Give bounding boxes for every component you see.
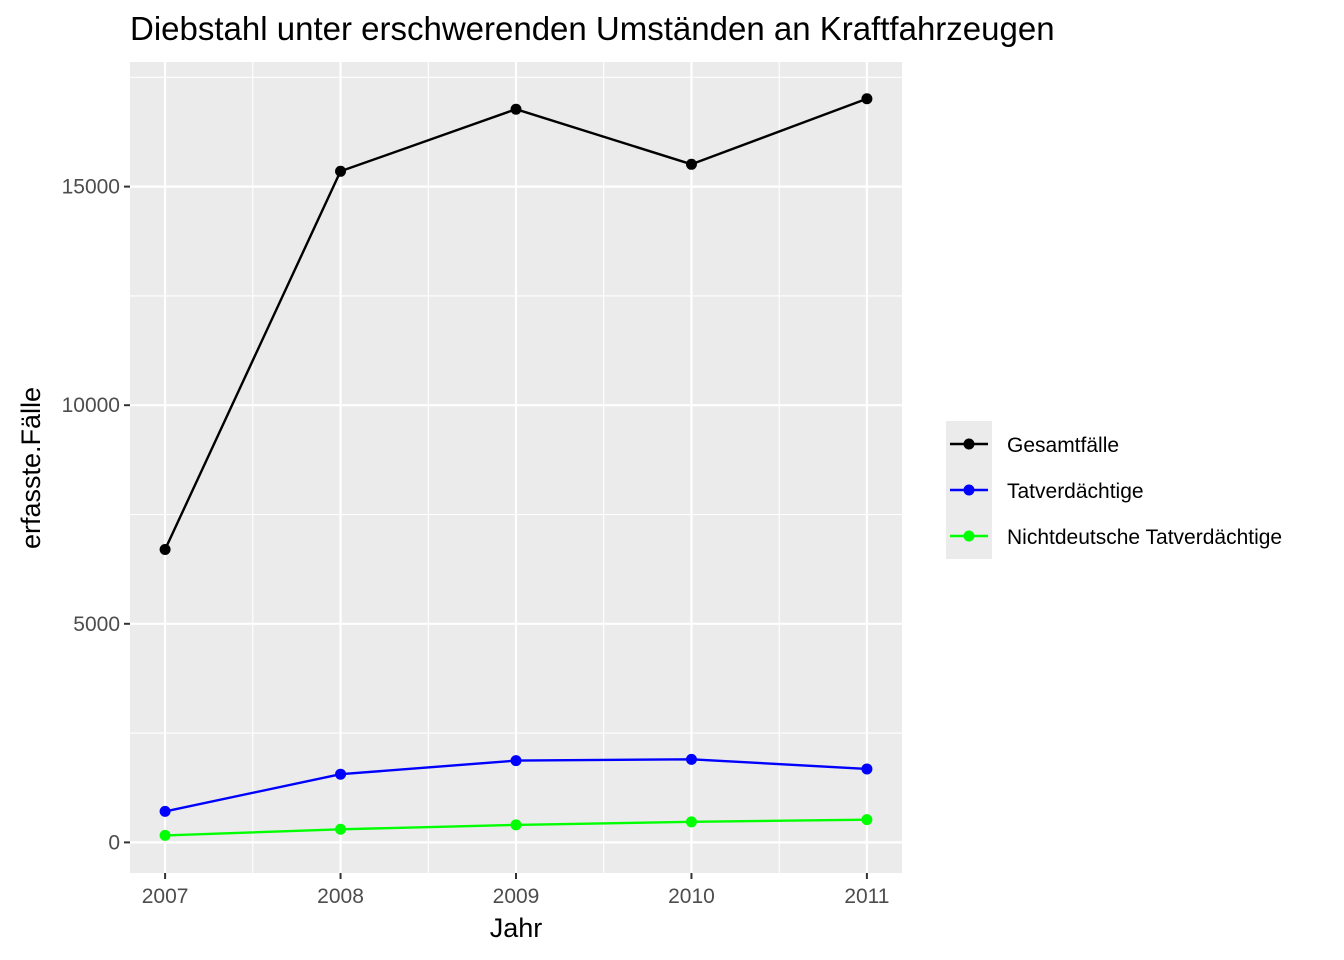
data-point (861, 763, 873, 775)
major-gridlines (130, 62, 902, 873)
x-tick-label: 2007 (142, 885, 189, 908)
x-axis: 2007 2008 2009 2010 2011 (142, 873, 889, 908)
x-tick-label: 2010 (668, 885, 715, 908)
x-tick-label: 2008 (317, 885, 364, 908)
y-tick-label: 5000 (73, 613, 120, 636)
data-point (510, 103, 522, 115)
data-point (335, 165, 347, 177)
data-point (335, 768, 347, 780)
legend-key-point (963, 484, 975, 496)
legend-label: Tatverdächtige (1007, 480, 1144, 503)
legend-key-point (963, 530, 975, 542)
data-point (510, 819, 522, 831)
y-tick-label: 10000 (62, 394, 120, 417)
legend-label: Gesamtfälle (1007, 434, 1119, 457)
chart-title: Diebstahl unter erschwerenden Umständen … (130, 10, 1055, 47)
data-point (685, 753, 697, 765)
y-axis-title: erfasste.Fälle (16, 387, 46, 549)
y-tick-label: 15000 (62, 176, 120, 199)
data-point (685, 158, 697, 170)
data-point (159, 543, 171, 555)
data-point (861, 814, 873, 826)
data-point (159, 829, 171, 841)
series-layer (159, 93, 873, 841)
legend-key-point (963, 438, 975, 450)
y-tick-label: 0 (108, 831, 120, 854)
data-point (159, 805, 171, 817)
data-point (335, 823, 347, 835)
x-tick-label: 2009 (493, 885, 540, 908)
legend: Gesamtfälle Tatverdächtige Nichtdeutsche T… (946, 421, 1282, 559)
data-point (861, 93, 873, 105)
data-point (685, 816, 697, 828)
data-point (510, 755, 522, 767)
x-tick-label: 2011 (844, 885, 889, 908)
x-axis-title: Jahr (490, 913, 543, 943)
y-axis: 0 5000 10000 15000 (62, 176, 130, 854)
legend-label: Nichtdeutsche Tatverdächtige (1007, 526, 1282, 549)
